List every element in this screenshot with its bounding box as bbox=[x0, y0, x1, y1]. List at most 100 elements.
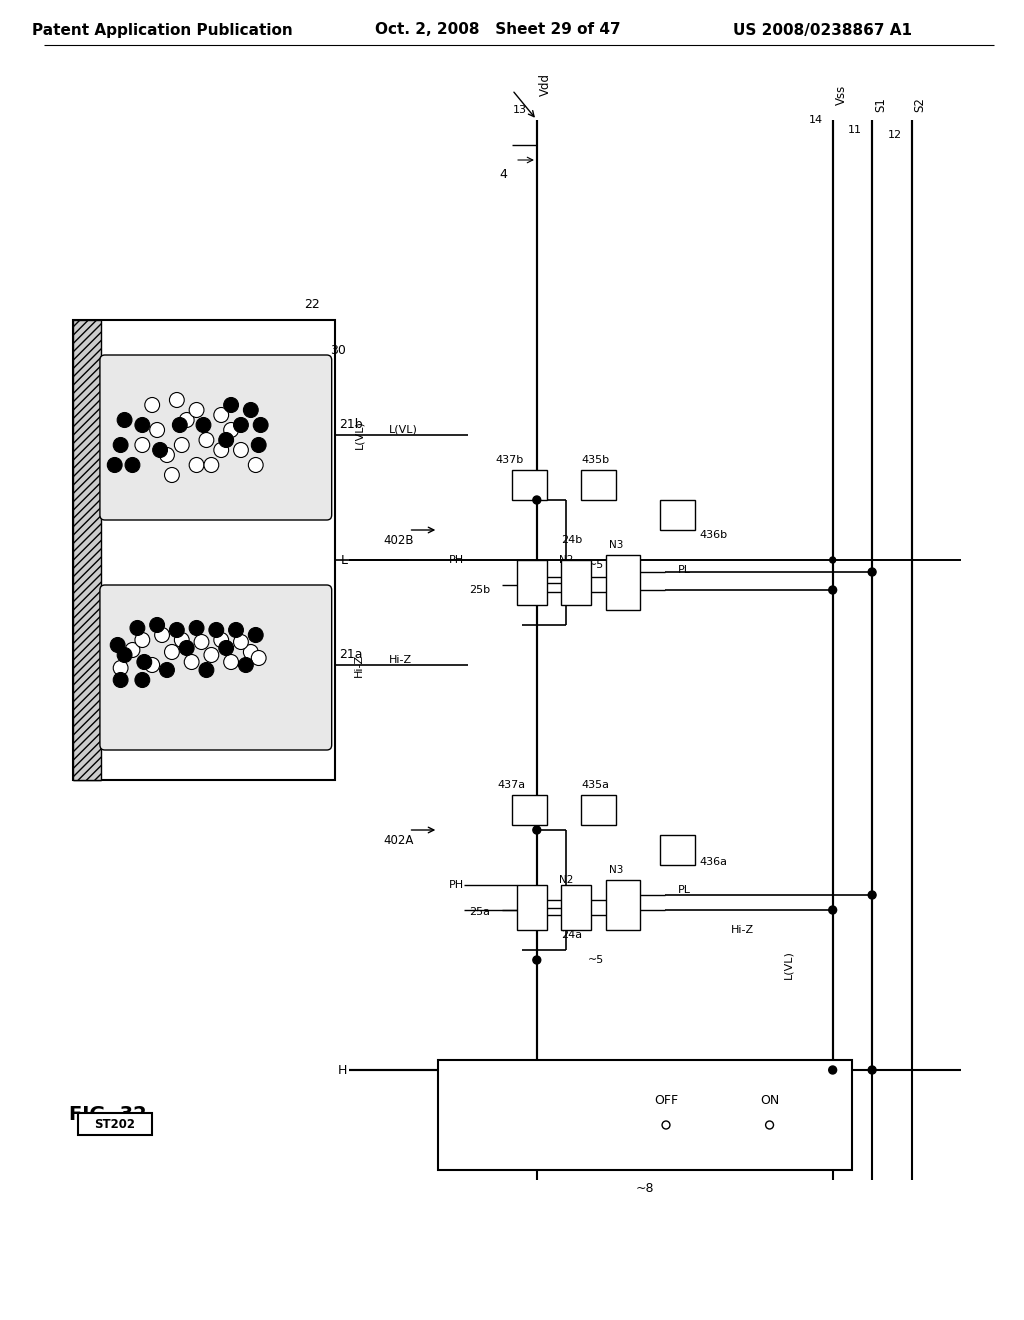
Text: N1: N1 bbox=[529, 906, 544, 915]
Text: N3: N3 bbox=[608, 540, 623, 550]
Text: L(VL): L(VL) bbox=[783, 950, 794, 979]
Bar bbox=[517, 560, 547, 605]
Circle shape bbox=[196, 417, 211, 433]
Circle shape bbox=[184, 655, 199, 669]
FancyBboxPatch shape bbox=[100, 585, 332, 750]
Bar bbox=[512, 470, 547, 500]
Bar bbox=[606, 880, 640, 931]
Text: L(VL): L(VL) bbox=[389, 425, 418, 436]
Circle shape bbox=[233, 417, 249, 433]
Bar bbox=[517, 884, 547, 931]
Text: 24a: 24a bbox=[561, 931, 582, 940]
Circle shape bbox=[223, 397, 239, 412]
Circle shape bbox=[114, 672, 128, 688]
Bar bbox=[582, 795, 615, 825]
Bar bbox=[78, 1113, 153, 1135]
Text: ST202: ST202 bbox=[94, 1118, 135, 1130]
Circle shape bbox=[228, 623, 244, 638]
Circle shape bbox=[868, 1067, 877, 1074]
Circle shape bbox=[189, 403, 204, 417]
Circle shape bbox=[233, 442, 249, 458]
Text: 436a: 436a bbox=[699, 857, 727, 867]
Circle shape bbox=[125, 458, 140, 473]
Circle shape bbox=[130, 620, 144, 635]
Text: US 2008/0238867 A1: US 2008/0238867 A1 bbox=[733, 22, 912, 37]
Circle shape bbox=[179, 412, 195, 428]
Circle shape bbox=[223, 422, 239, 437]
Circle shape bbox=[233, 635, 249, 649]
Text: 437b: 437b bbox=[496, 455, 523, 465]
Bar bbox=[561, 560, 591, 605]
Circle shape bbox=[214, 442, 228, 458]
Circle shape bbox=[111, 638, 125, 652]
Text: 13: 13 bbox=[513, 106, 527, 115]
Text: ON: ON bbox=[760, 1093, 779, 1106]
Circle shape bbox=[179, 640, 195, 656]
Circle shape bbox=[165, 644, 179, 660]
FancyBboxPatch shape bbox=[100, 355, 332, 520]
Circle shape bbox=[249, 627, 263, 643]
Text: Vss: Vss bbox=[835, 84, 848, 106]
Text: S1: S1 bbox=[874, 98, 887, 112]
Text: Hi-Z: Hi-Z bbox=[731, 925, 754, 935]
Text: Hi-Z: Hi-Z bbox=[389, 655, 412, 665]
Circle shape bbox=[144, 397, 160, 412]
Text: L(VL): L(VL) bbox=[354, 421, 365, 449]
Text: ~5: ~5 bbox=[588, 560, 604, 570]
Text: 12: 12 bbox=[888, 129, 902, 140]
Text: Vdd: Vdd bbox=[539, 74, 552, 96]
Text: 21a: 21a bbox=[340, 648, 364, 661]
Text: 437a: 437a bbox=[498, 780, 525, 789]
Circle shape bbox=[117, 412, 132, 428]
Circle shape bbox=[135, 437, 150, 453]
Circle shape bbox=[125, 643, 140, 657]
Text: S2: S2 bbox=[913, 98, 927, 112]
Circle shape bbox=[828, 906, 837, 913]
Circle shape bbox=[253, 417, 268, 433]
Text: Hi-Z: Hi-Z bbox=[354, 653, 365, 677]
Bar bbox=[660, 500, 694, 531]
Text: 402A: 402A bbox=[384, 833, 414, 846]
Bar bbox=[512, 795, 547, 825]
Circle shape bbox=[155, 627, 169, 643]
Bar bbox=[74, 319, 101, 780]
Circle shape bbox=[165, 467, 179, 483]
Circle shape bbox=[204, 458, 219, 473]
Circle shape bbox=[532, 826, 541, 834]
Circle shape bbox=[828, 586, 837, 594]
Text: Patent Application Publication: Patent Application Publication bbox=[32, 22, 293, 37]
Text: 11: 11 bbox=[848, 125, 862, 135]
Bar bbox=[74, 319, 101, 780]
Circle shape bbox=[195, 635, 209, 649]
Circle shape bbox=[169, 392, 184, 408]
Circle shape bbox=[174, 437, 189, 453]
Text: 25a: 25a bbox=[469, 907, 490, 917]
Circle shape bbox=[828, 1067, 837, 1074]
Circle shape bbox=[223, 655, 239, 669]
Text: 14: 14 bbox=[809, 115, 823, 125]
Circle shape bbox=[214, 632, 228, 648]
Text: 25b: 25b bbox=[469, 585, 490, 595]
Circle shape bbox=[251, 437, 266, 453]
Circle shape bbox=[219, 640, 233, 656]
Circle shape bbox=[199, 433, 214, 447]
Text: L: L bbox=[340, 553, 347, 566]
Text: 435b: 435b bbox=[582, 455, 609, 465]
Circle shape bbox=[868, 891, 877, 899]
Text: N1: N1 bbox=[529, 585, 544, 595]
Circle shape bbox=[114, 660, 128, 676]
Text: OFF: OFF bbox=[654, 1093, 678, 1106]
Text: 22: 22 bbox=[304, 298, 319, 312]
Circle shape bbox=[204, 648, 219, 663]
Circle shape bbox=[766, 1121, 773, 1129]
Text: 435a: 435a bbox=[582, 780, 609, 789]
Circle shape bbox=[135, 632, 150, 648]
Circle shape bbox=[172, 417, 187, 433]
Circle shape bbox=[144, 657, 160, 672]
Circle shape bbox=[239, 657, 253, 672]
Circle shape bbox=[114, 437, 128, 453]
Circle shape bbox=[189, 620, 204, 635]
Text: N2: N2 bbox=[559, 554, 573, 565]
Circle shape bbox=[249, 458, 263, 473]
Text: 402B: 402B bbox=[384, 533, 414, 546]
